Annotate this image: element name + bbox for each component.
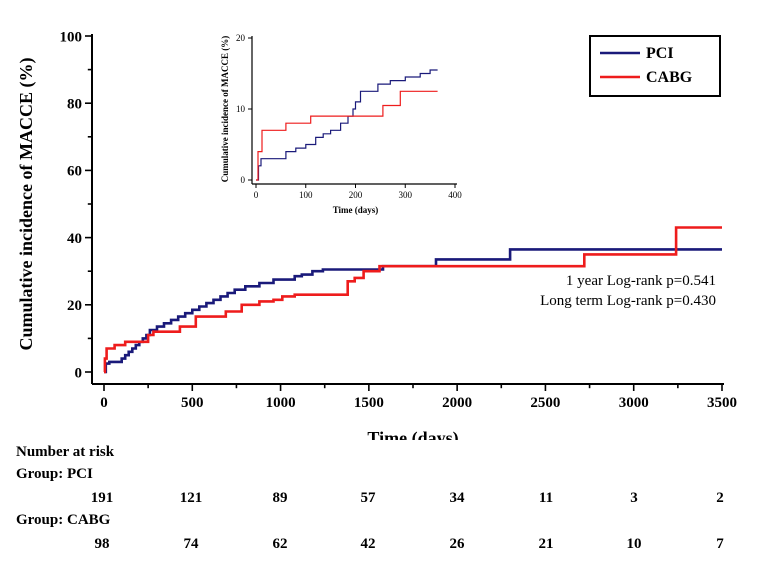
- main-y-tick-label: 80: [67, 96, 82, 112]
- risk-cell: 34: [449, 490, 465, 506]
- inset-x-tick-label: 100: [299, 190, 313, 200]
- inset-y-tick-label: 20: [236, 33, 246, 43]
- main-x-tick-label: 500: [181, 395, 204, 411]
- risk-cell: 11: [538, 490, 554, 506]
- risk-cell: 74: [183, 536, 199, 552]
- inset-x-tick-label: 400: [448, 190, 462, 200]
- main-y-tick-label: 40: [67, 231, 82, 247]
- risk-cell: 26: [449, 536, 465, 552]
- legend-box: [589, 35, 721, 97]
- risk-cell: 98: [94, 536, 110, 552]
- risk-cell: 21: [538, 536, 554, 552]
- inset-x-axis-label: Time (days): [333, 205, 379, 215]
- main-x-tick-label: 1500: [354, 395, 384, 411]
- inset-x-tick-label: 200: [349, 190, 363, 200]
- risk-cell: 191: [90, 490, 114, 506]
- risk-table-title: Number at risk: [16, 444, 115, 460]
- main-series-line-pci: [104, 248, 722, 374]
- legend-label-cabg: CABG: [646, 69, 693, 86]
- risk-cell: 89: [272, 490, 288, 506]
- main-x-tick-label: 0: [100, 395, 108, 411]
- main-x-tick-label: 3500: [707, 395, 737, 411]
- main-series-line-cabg: [103, 226, 722, 374]
- risk-cell: 121: [179, 490, 203, 506]
- main-x-axis-label: Time (days): [367, 428, 458, 440]
- annotation-logrank-longterm: Long term Log-rank p=0.430: [540, 293, 716, 309]
- main-y-tick-label: 100: [60, 29, 83, 45]
- main-y-tick-label: 20: [67, 298, 82, 314]
- main-y-tick-label: 60: [67, 164, 82, 180]
- inset-y-tick-label: 10: [236, 104, 246, 114]
- main-x-tick-label: 2000: [442, 395, 472, 411]
- main-y-axis-label: Cumulative incidence of MACCE (%): [16, 58, 37, 351]
- risk-cell: 7: [716, 536, 724, 552]
- risk-cell: 62: [272, 536, 288, 552]
- main-x-tick-label: 2500: [530, 395, 560, 411]
- main-x-tick-label: 1000: [266, 395, 296, 411]
- risk-row-cabg: 98 74 62 42 26 21 10 7: [0, 536, 765, 556]
- annotation-logrank-1yr: 1 year Log-rank p=0.541: [566, 273, 716, 289]
- risk-cell: 3: [630, 490, 638, 506]
- legend-label-pci: PCI: [646, 45, 674, 62]
- main-y-tick-label: 0: [75, 365, 83, 381]
- risk-row-pci: 191 121 89 57 34 11 3 2: [0, 490, 765, 510]
- risk-cell: 42: [360, 536, 376, 552]
- main-x-tick-label: 3000: [619, 395, 649, 411]
- inset-series-line-pci: [256, 69, 438, 181]
- inset-y-tick-label: 0: [241, 175, 246, 185]
- inset-series-line-cabg: [256, 90, 438, 181]
- risk-group-label-cabg: Group: CABG: [16, 512, 111, 528]
- inset-x-tick-label: 300: [399, 190, 413, 200]
- risk-cell: 57: [360, 490, 376, 506]
- risk-group-label-pci: Group: PCI: [16, 466, 93, 482]
- risk-cell: 10: [626, 536, 642, 552]
- inset-x-tick-label: 0: [254, 190, 259, 200]
- risk-cell: 2: [716, 490, 724, 506]
- inset-y-axis-label: Cumulative incidence of MACCE (%): [220, 36, 230, 182]
